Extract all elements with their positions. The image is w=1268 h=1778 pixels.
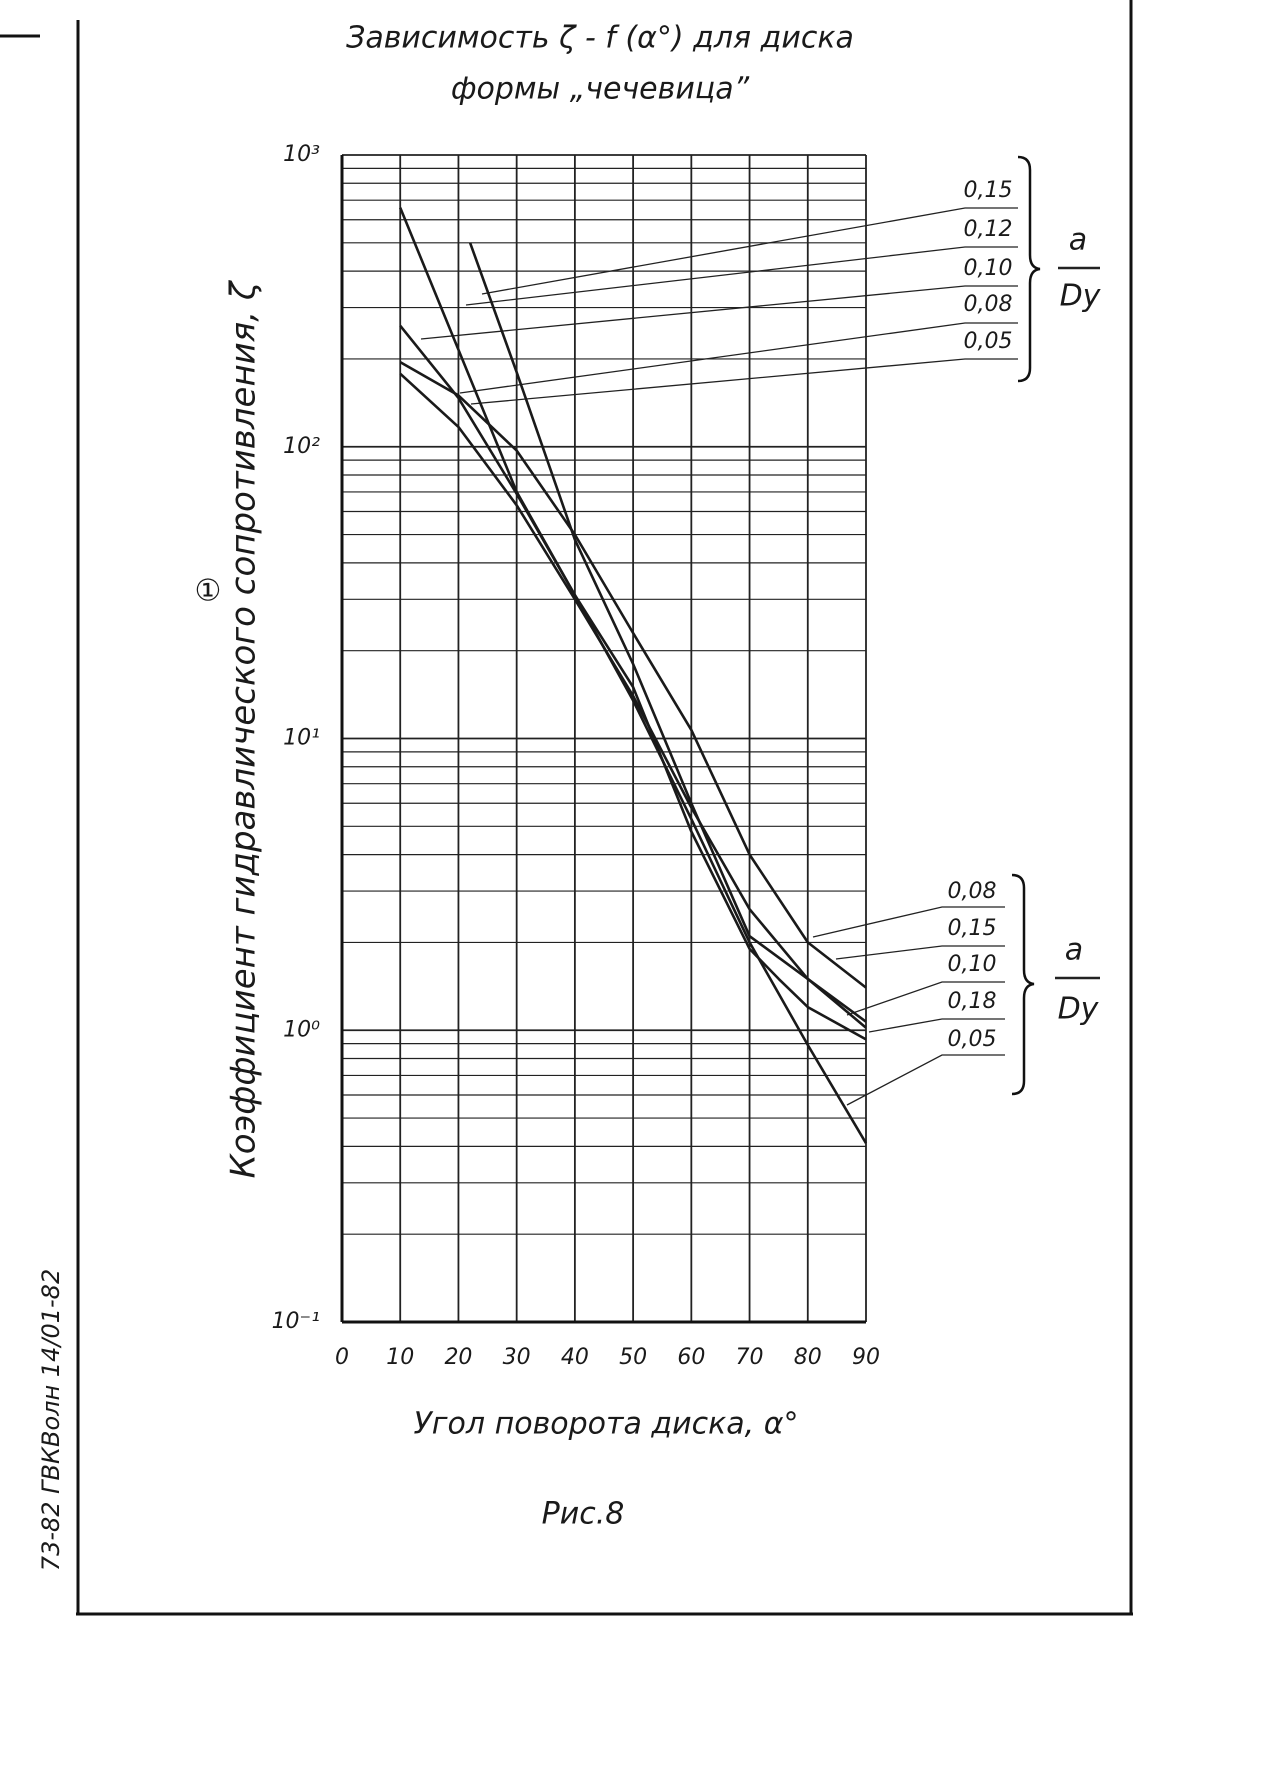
leader-line: [481, 207, 1018, 295]
leader-line: [470, 358, 1018, 405]
legend-label: 0,08: [964, 292, 1013, 317]
x-tick-label: 10: [386, 1345, 414, 1370]
y-tick-label: 10²: [283, 434, 320, 459]
legend-title-top: a: [1069, 223, 1087, 258]
leader-line: [465, 246, 1018, 306]
x-axis-label: Угол поворота диска, α°: [414, 1407, 799, 1442]
curve: [468, 242, 867, 1023]
x-tick-label: 30: [503, 1345, 531, 1370]
leader-line: [459, 322, 1018, 394]
leader-line: [846, 981, 1005, 1016]
x-tick-label: 50: [619, 1345, 647, 1370]
y-tick-label: 10⁻¹: [272, 1309, 320, 1334]
leader-line: [835, 945, 1005, 960]
legend-label: 0,15: [964, 178, 1013, 203]
curve: [399, 372, 867, 1029]
x-tick-label: 0: [335, 1345, 349, 1370]
x-tick-label: 20: [444, 1345, 472, 1370]
margin-note: 73-82 ГВКВолн 14/01-82: [37, 1269, 65, 1571]
y-axis-label: Коэффициент гидравлического сопротивлени…: [224, 279, 264, 1178]
x-tick-label: 70: [736, 1345, 764, 1370]
leader-line: [812, 906, 1005, 938]
legend-label: 0,05: [948, 1027, 997, 1052]
legend-label: 0,12: [964, 217, 1013, 242]
legend-label: 0,15: [948, 916, 997, 941]
curve: [399, 360, 867, 989]
chart-title: Зависимость ζ - f (α°) для диска: [346, 21, 854, 56]
chart-subtitle: формы „чечевица”: [451, 72, 750, 107]
legend-title-bottom: Dу: [1058, 992, 1100, 1027]
y-tick-label: 10¹: [283, 726, 320, 751]
x-tick-label: 40: [561, 1345, 589, 1370]
leader-line: [846, 1054, 1005, 1106]
brace: [1011, 873, 1035, 1096]
legend-label: 0,05: [964, 329, 1013, 354]
caption: Рис.8: [542, 1497, 625, 1532]
leaders: [420, 207, 1018, 1106]
brace: [1017, 155, 1041, 383]
legend-title-bottom: Dу: [1060, 279, 1102, 314]
legend-label: 0,10: [964, 256, 1013, 281]
figure-number: ①: [195, 574, 222, 609]
y-tick-label: 10⁰: [283, 1017, 320, 1042]
x-tick-label: 80: [794, 1345, 822, 1370]
x-tick-label: 90: [852, 1345, 880, 1370]
curve: [399, 324, 868, 1144]
y-tick-label: 10³: [283, 142, 320, 167]
legend-title-top: a: [1065, 933, 1083, 968]
leader-line: [420, 285, 1018, 340]
legend-label: 0,10: [948, 952, 997, 977]
x-tick-label: 60: [677, 1345, 705, 1370]
leader-line: [868, 1018, 1005, 1033]
legend-label: 0,18: [948, 989, 997, 1014]
legend-label: 0,08: [948, 879, 997, 904]
